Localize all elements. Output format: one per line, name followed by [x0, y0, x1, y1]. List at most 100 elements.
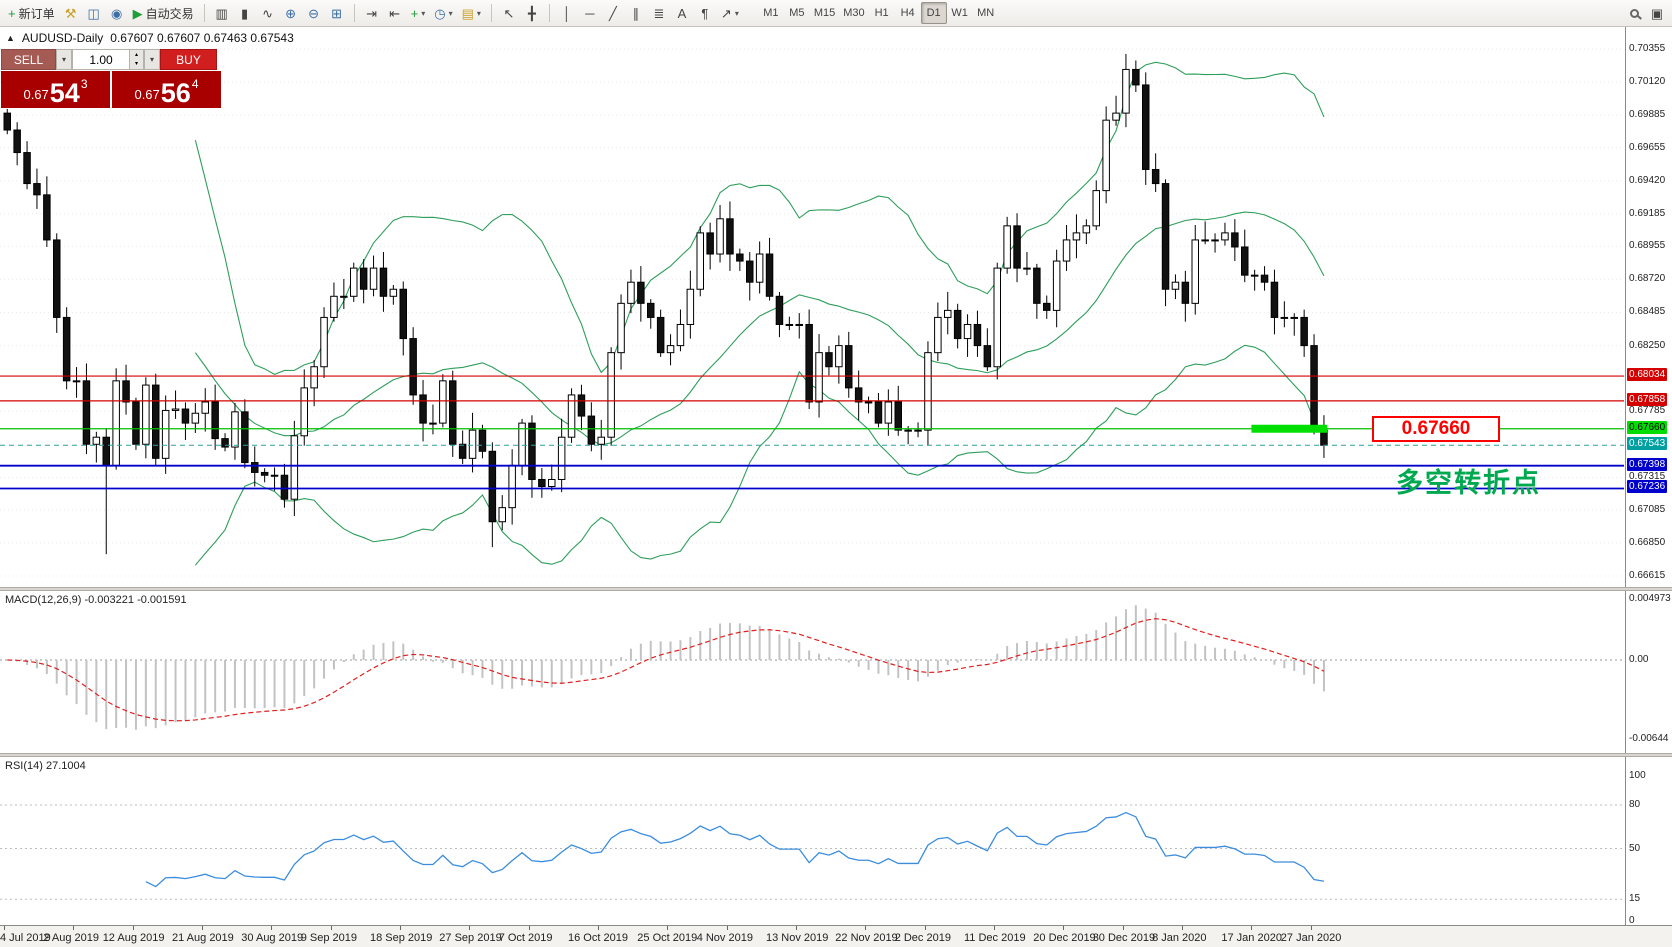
sell-price-display[interactable]: 0.67 54 3 — [1, 71, 110, 108]
candle — [211, 401, 219, 440]
chart-shift-button[interactable]: ⇤ — [384, 2, 406, 24]
candle — [498, 507, 506, 523]
sell-price-prefix: 0.67 — [23, 87, 49, 102]
candle — [973, 323, 982, 347]
panel-separator[interactable] — [0, 587, 1672, 591]
sell-button[interactable]: SELL — [1, 49, 56, 70]
volume-up-button[interactable]: ▴ — [130, 50, 143, 60]
candlestick-button[interactable]: ▮ — [234, 2, 256, 24]
candle — [62, 316, 71, 382]
candle — [142, 384, 150, 445]
axis-tick-label: 0.69185 — [1629, 207, 1666, 219]
timeframe-button-H4[interactable]: H4 — [895, 2, 921, 24]
timeframe-button-M15[interactable]: M15 — [810, 2, 839, 24]
macd-axis: 0.004973 0.00 -0.00644 — [1625, 591, 1672, 753]
date-tick — [330, 926, 332, 930]
candle — [419, 394, 427, 424]
date-tick — [865, 926, 867, 930]
auto-trading-button[interactable]: ▶ 自动交易 — [129, 2, 198, 24]
date-tick — [271, 926, 273, 930]
trendline-button[interactable]: ╱ — [602, 2, 624, 24]
axis-tick-label: 0.68250 — [1629, 339, 1666, 351]
templates-button[interactable]: ▤ ▾ — [458, 2, 485, 24]
bollinger-band-line — [194, 61, 1325, 375]
candle — [696, 232, 704, 290]
timeframe-button-H1[interactable]: H1 — [869, 2, 895, 24]
crosshair-button[interactable]: ╋ — [521, 2, 543, 24]
cursor-button[interactable]: ↖ — [498, 2, 520, 24]
zoom-out-button[interactable]: ⊖ — [303, 2, 325, 24]
text-label-icon: ¶ — [701, 5, 709, 21]
auto-trading-label: 自动交易 — [145, 6, 194, 21]
horizontal-line-button[interactable]: ─ — [579, 2, 601, 24]
text-label-button[interactable]: ¶ — [694, 2, 716, 24]
candle — [260, 471, 269, 476]
candle — [548, 478, 556, 488]
panel-separator[interactable] — [0, 753, 1672, 757]
candle — [1132, 68, 1140, 86]
date-label: 25 Oct 2019 — [637, 932, 698, 944]
vertical-line-button[interactable]: │ — [556, 2, 578, 24]
timeframe-button-MN[interactable]: MN — [973, 2, 999, 24]
buy-price-main: 56 — [160, 78, 191, 109]
sell-dropdown-button[interactable]: ▾ — [56, 49, 72, 70]
date-label: 27 Sep 2019 — [439, 932, 502, 944]
tile-windows-button[interactable]: ⊞ — [326, 2, 348, 24]
layout-button[interactable]: ▣ — [1646, 2, 1668, 24]
candle — [13, 129, 21, 154]
new-order-button[interactable]: + 新订单 — [4, 2, 59, 24]
candle — [874, 401, 883, 424]
candle — [944, 309, 952, 318]
timeframe-button-W1[interactable]: W1 — [947, 2, 973, 24]
timeframe-button-M5[interactable]: M5 — [784, 2, 810, 24]
timeframe-button-M1[interactable]: M1 — [758, 2, 784, 24]
date-label: 12 Aug 2019 — [102, 932, 165, 944]
date-tick — [1251, 926, 1253, 930]
text-button[interactable]: A — [671, 2, 693, 24]
buy-price-display[interactable]: 0.67 56 4 — [112, 71, 221, 108]
axis-tick-label: 100 — [1629, 770, 1646, 781]
gavel-button[interactable]: ⚒ — [60, 2, 82, 24]
horizontal-line-icon: ─ — [585, 5, 595, 21]
bar-chart-icon: ▥ — [215, 5, 228, 21]
axis-tick-label: 0.69655 — [1629, 141, 1666, 153]
sell-price-pip: 3 — [80, 77, 88, 91]
volume-down-button[interactable]: ▾ — [130, 59, 143, 69]
indicators-button[interactable]: + ▾ — [407, 2, 430, 24]
buy-button[interactable]: BUY — [160, 49, 217, 70]
date-tick — [994, 926, 995, 930]
main-chart-canvas[interactable] — [0, 27, 1672, 587]
line-chart-button[interactable]: ∿ — [257, 2, 279, 24]
candle — [1290, 316, 1298, 319]
search-button[interactable] — [1623, 2, 1645, 24]
market-watch-button[interactable]: ◉ — [106, 2, 128, 24]
profiles-button[interactable]: ◫ — [83, 2, 105, 24]
candle — [1201, 239, 1209, 242]
date-tick — [1182, 926, 1184, 930]
text-icon: A — [677, 5, 687, 21]
arrows-button[interactable]: ↗ ▾ — [717, 2, 743, 24]
rsi-canvas[interactable] — [0, 757, 1672, 925]
candle — [231, 411, 239, 448]
candle — [1003, 225, 1011, 269]
channel-icon: ∥ — [632, 5, 640, 21]
chart-title: ▲ AUDUSD-Daily 0.67607 0.67607 0.67463 0… — [6, 31, 294, 45]
timeframe-button-D1[interactable]: D1 — [920, 2, 947, 24]
timeframe-button-M30[interactable]: M30 — [839, 2, 868, 24]
auto-scroll-button[interactable]: ⇥ — [361, 2, 383, 24]
volume-input[interactable] — [72, 49, 130, 70]
fibonacci-button[interactable]: ≣ — [648, 2, 670, 24]
channel-button[interactable]: ∥ — [625, 2, 647, 24]
profiles-icon: ◫ — [87, 5, 100, 21]
bar-chart-button[interactable]: ▥ — [211, 2, 233, 24]
candle — [350, 267, 358, 297]
price-badge: 0.67543 — [1627, 437, 1668, 451]
periods-button[interactable]: ◷ ▾ — [430, 2, 456, 24]
one-click-trade-panel: SELL ▾ ▴ ▾ ▾ BUY 0.67 54 3 0.67 56 4 — [1, 49, 221, 108]
buy-dropdown-button[interactable]: ▾ — [144, 49, 160, 70]
macd-canvas[interactable] — [0, 591, 1672, 753]
zoom-in-button[interactable]: ⊕ — [280, 2, 302, 24]
chart-ohlc: 0.67607 0.67607 0.67463 0.67543 — [110, 31, 294, 45]
candle — [1062, 239, 1071, 262]
date-tick — [400, 926, 401, 930]
